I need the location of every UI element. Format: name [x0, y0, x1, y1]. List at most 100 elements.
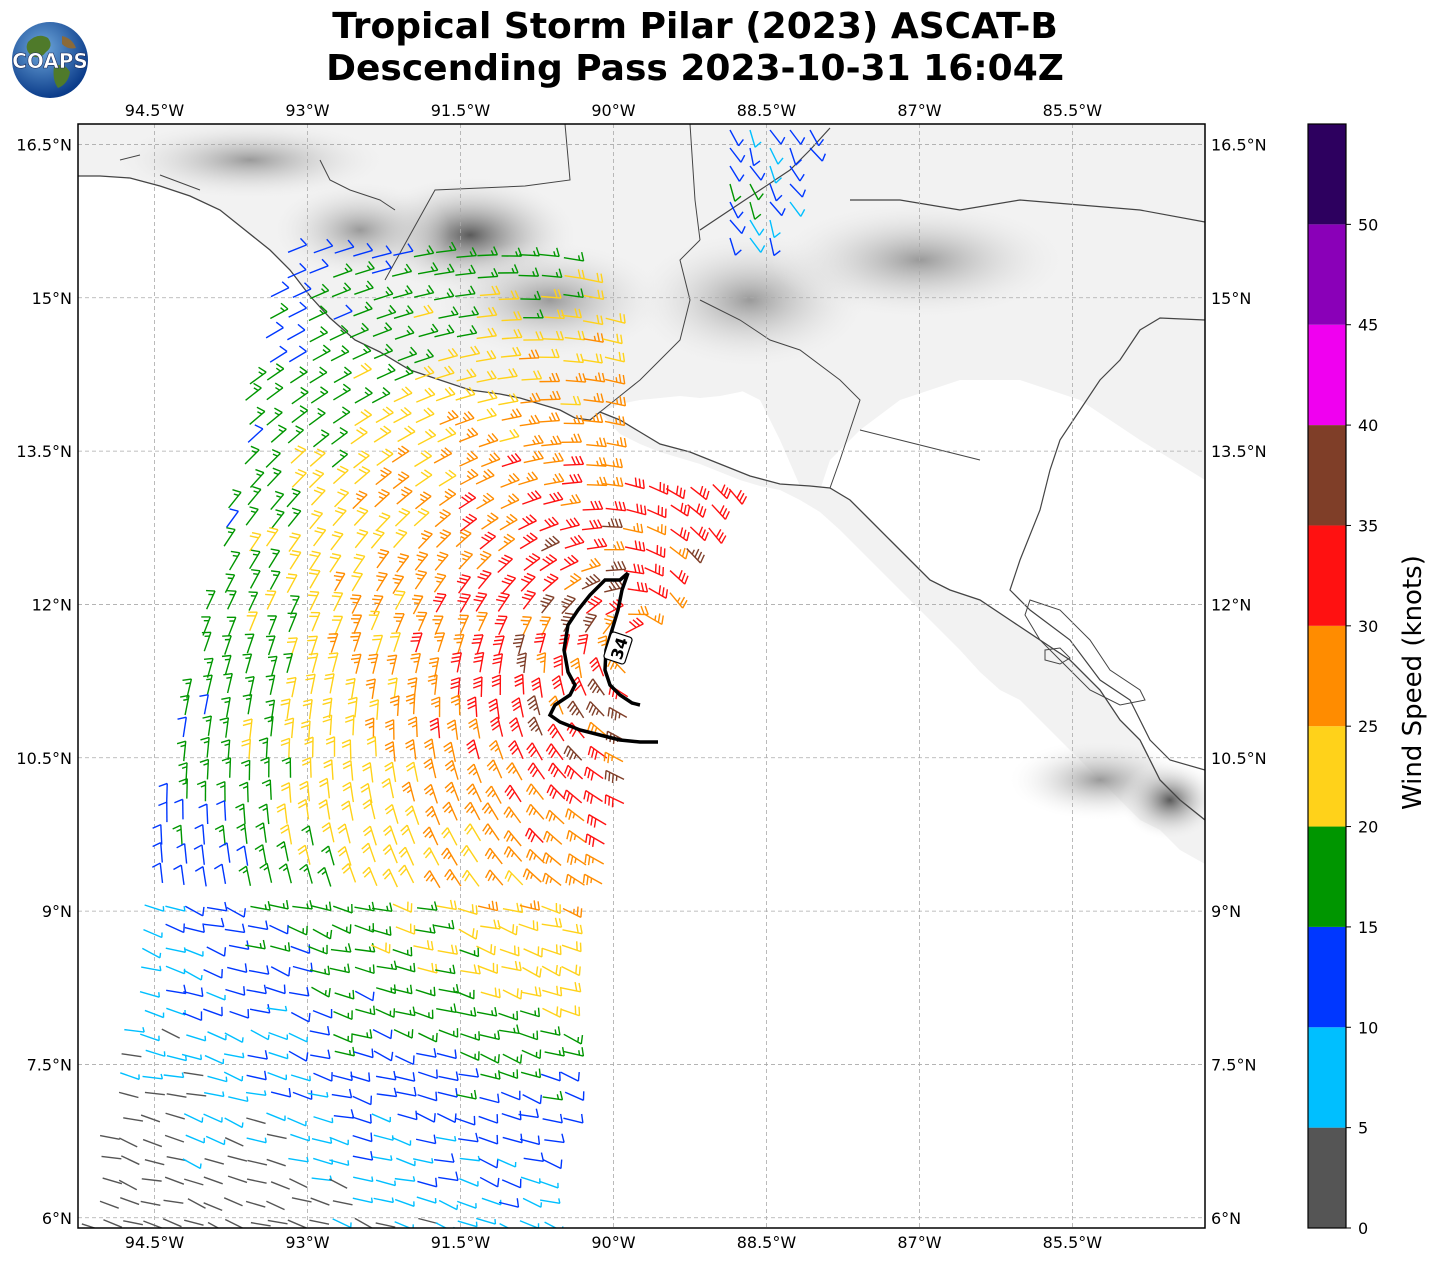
wind-barb — [475, 468, 495, 485]
wind-barb — [308, 305, 328, 322]
wind-barb — [476, 327, 498, 340]
wind-barb — [669, 592, 688, 609]
wind-barb — [309, 1026, 330, 1036]
wind-barb — [354, 466, 371, 485]
wind-barb — [279, 824, 293, 845]
wind-barb — [342, 781, 355, 803]
wind-barb — [236, 845, 249, 866]
wind-barb — [436, 1049, 457, 1060]
wind-barb — [248, 591, 259, 611]
wind-barb — [418, 323, 439, 338]
wind-barb — [351, 1114, 372, 1124]
wind-barb — [258, 737, 269, 758]
wind-barb — [291, 386, 309, 405]
wind-barb — [769, 237, 781, 257]
gridlines — [78, 124, 1205, 1228]
wind-barb — [396, 486, 413, 505]
wind-barb — [270, 302, 289, 320]
wind-barb — [749, 237, 766, 253]
wind-barb — [206, 946, 227, 957]
wind-barb — [523, 434, 544, 447]
wind-barb — [313, 1116, 334, 1124]
wind-barb — [428, 657, 440, 678]
wind-barb — [331, 924, 352, 934]
wind-barb — [225, 986, 246, 996]
wind-barb — [432, 615, 444, 635]
wind-barb — [605, 395, 627, 407]
colorbar-tick-label: 15 — [1358, 918, 1378, 937]
wind-barb — [553, 654, 564, 676]
wind-barb — [526, 742, 543, 761]
wind-barb — [505, 762, 523, 781]
wind-barbs — [81, 129, 827, 1228]
wind-barb — [455, 285, 476, 298]
colorbar-tick-label: 35 — [1358, 516, 1378, 535]
wind-barb — [227, 1155, 248, 1162]
wind-barb — [472, 676, 483, 697]
wind-barb — [416, 611, 428, 632]
wind-barb — [165, 905, 186, 912]
wind-barb — [258, 803, 270, 825]
wind-barb — [539, 1180, 559, 1189]
wind-barb — [479, 1030, 501, 1041]
wind-barb — [488, 698, 500, 719]
wind-barb — [337, 845, 352, 866]
wind-barb — [165, 1112, 185, 1120]
wind-barb — [364, 717, 375, 739]
wind-barb — [318, 777, 331, 799]
wind-barb — [329, 963, 351, 974]
wind-barb — [158, 782, 168, 804]
wind-barb — [669, 546, 689, 560]
wind-barb — [288, 925, 308, 936]
wind-barb — [457, 904, 478, 915]
wind-barb — [184, 1178, 204, 1186]
wind-barb — [203, 1202, 223, 1212]
wind-barb — [276, 841, 289, 862]
wind-barb — [304, 736, 314, 758]
wind-barb — [384, 741, 396, 762]
wind-barb — [416, 901, 438, 911]
wind-barb — [504, 784, 522, 803]
wind-barb — [166, 984, 187, 995]
wind-barb — [563, 1047, 585, 1057]
wind-barb — [585, 833, 605, 847]
wind-barb — [460, 513, 478, 532]
wind-barb — [203, 917, 225, 928]
wind-barb — [309, 258, 329, 274]
wind-barb — [238, 781, 249, 803]
wind-barb — [393, 612, 405, 633]
wind-barb — [489, 716, 504, 737]
wind-barb — [307, 652, 319, 673]
colorbar-tick-label: 20 — [1358, 818, 1378, 837]
wind-barb — [308, 407, 326, 426]
wind-barb — [438, 347, 459, 362]
wind-barb — [527, 762, 546, 780]
wind-barb — [498, 1010, 519, 1021]
wind-barb — [265, 321, 284, 339]
wind-barb — [547, 762, 567, 779]
wind-barb — [729, 237, 742, 256]
wind-barb — [523, 552, 541, 571]
wind-barb — [350, 594, 362, 614]
wind-barb — [401, 781, 416, 802]
wind-barb — [415, 1134, 437, 1145]
wind-barb — [216, 780, 226, 802]
wind-barb — [496, 592, 510, 612]
wind-barb — [444, 868, 462, 887]
wind-barb — [561, 941, 582, 953]
wind-barb — [435, 386, 456, 402]
wind-barb — [434, 508, 451, 528]
wind-barb — [266, 1112, 286, 1122]
wind-barb — [324, 673, 335, 694]
wind-barb — [398, 864, 415, 884]
wind-barb — [334, 239, 355, 254]
wind-barb — [561, 964, 581, 977]
wind-barb — [224, 1117, 244, 1129]
wind-barb — [584, 853, 605, 866]
wind-barb — [559, 554, 579, 571]
wind-barb — [265, 984, 286, 995]
wind-barb — [102, 1177, 123, 1185]
wind-barb — [290, 1133, 310, 1142]
wind-barb — [456, 574, 471, 594]
wind-barb — [332, 406, 351, 424]
